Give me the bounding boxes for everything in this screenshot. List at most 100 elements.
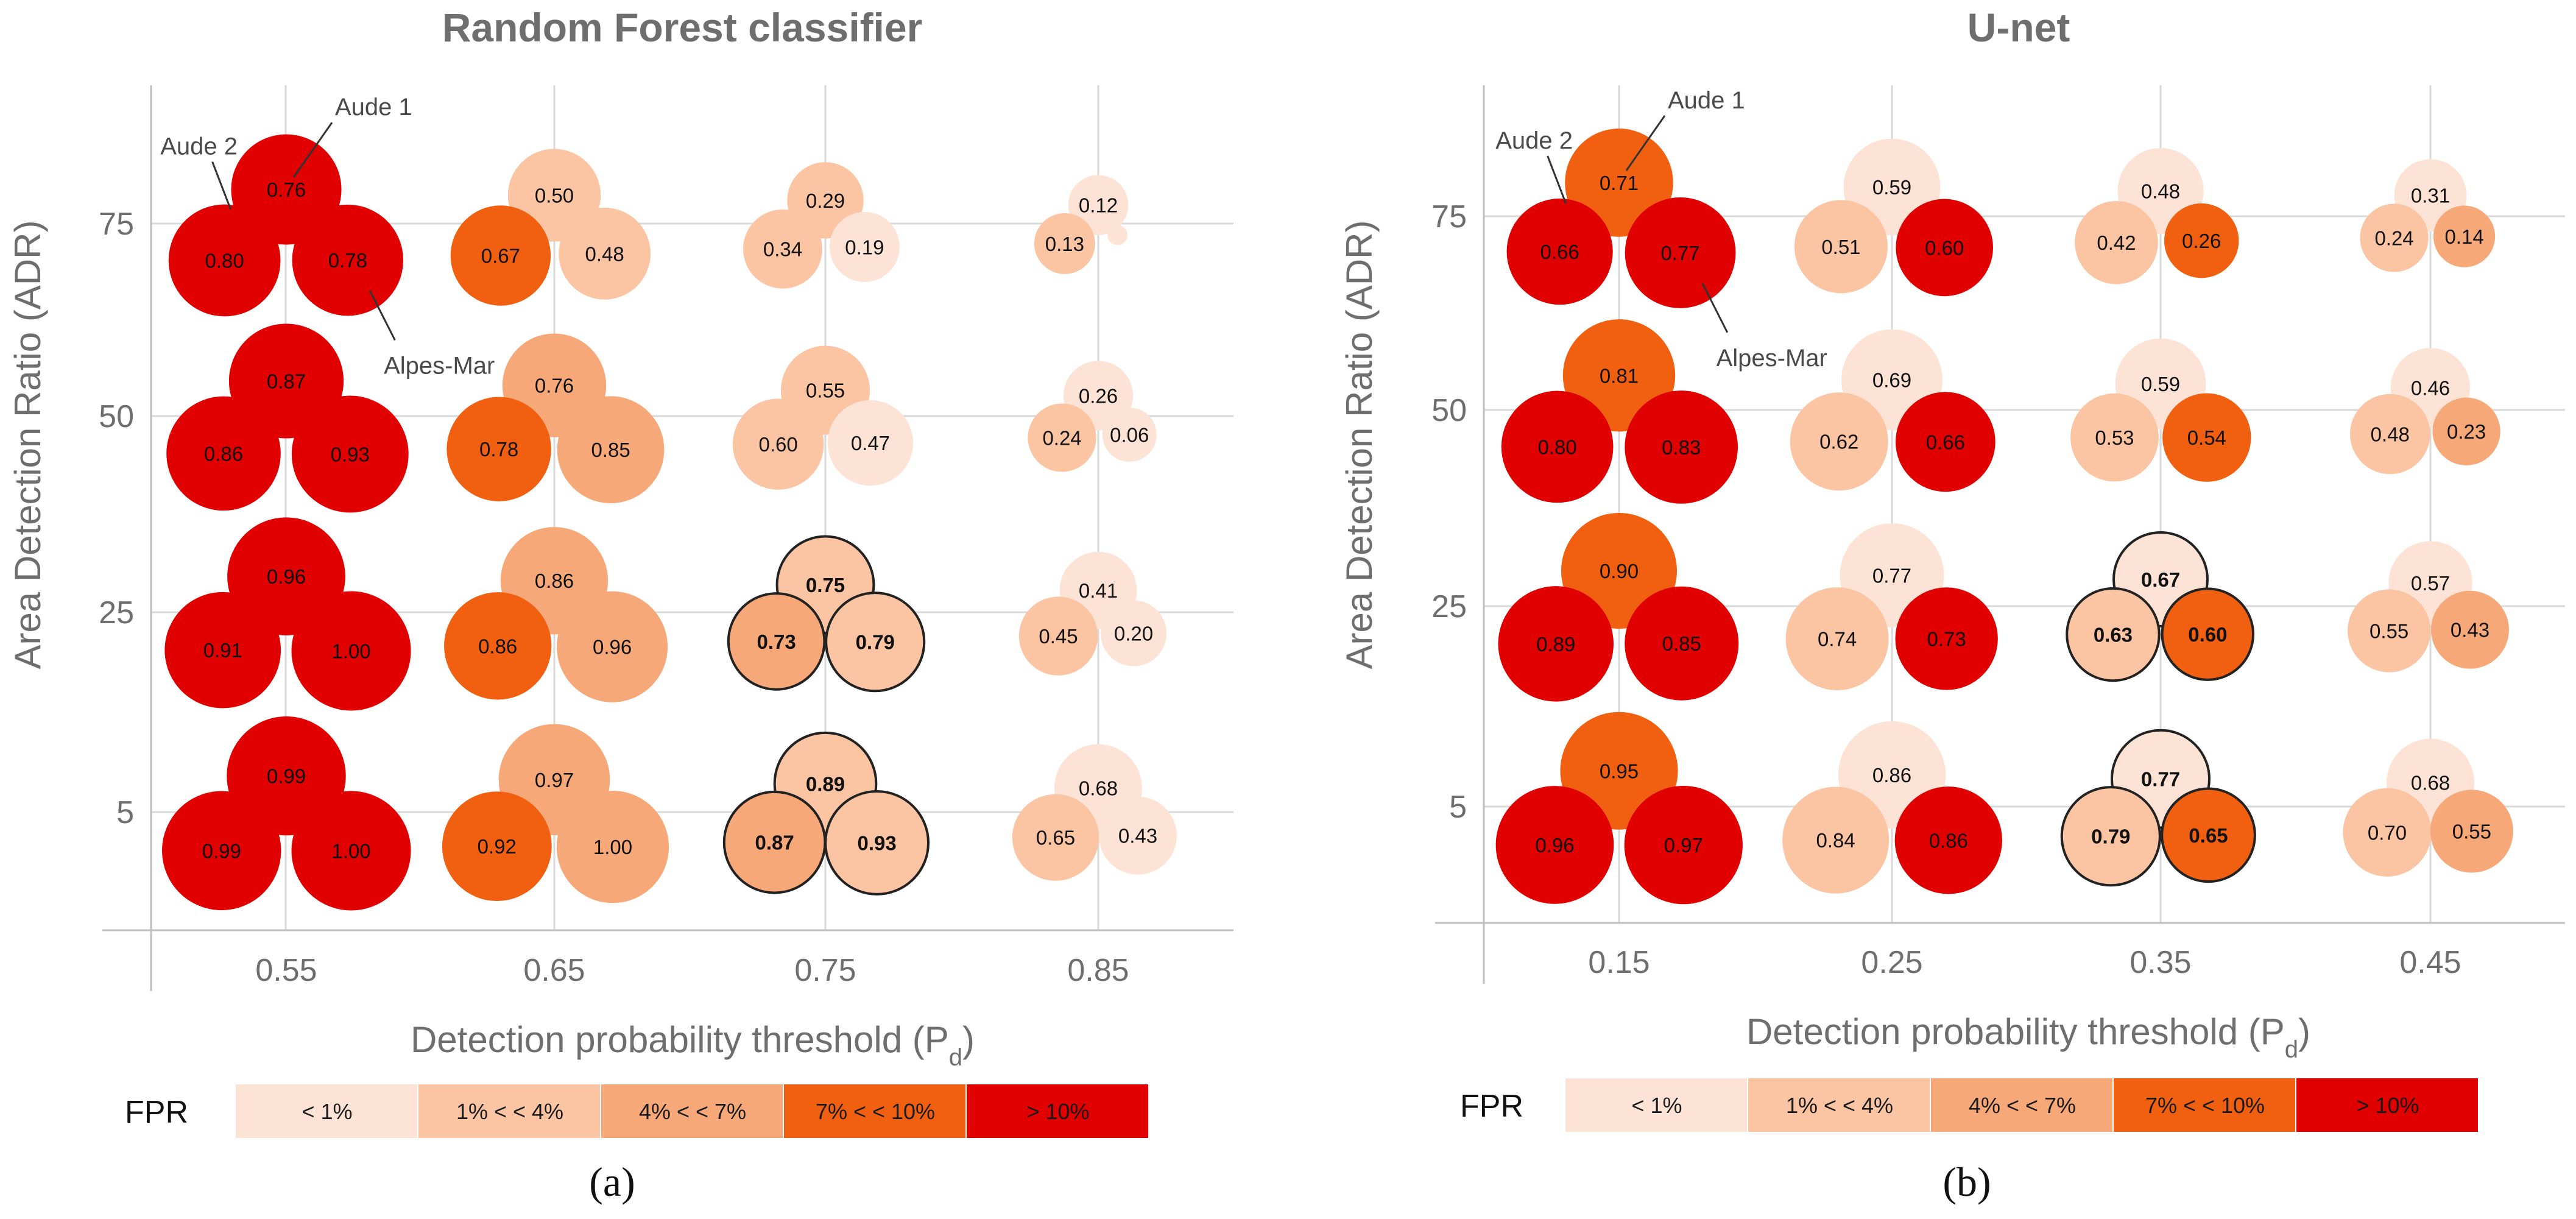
bubble-value-label: 0.70 (2368, 821, 2407, 844)
bubble-aude-2 (727, 592, 826, 691)
bubble-alpes-mar (1895, 587, 1998, 690)
panel-label: (a) (589, 1159, 635, 1205)
x-tick-label: 0.35 (2130, 945, 2191, 980)
bubble-aude-2 (2070, 393, 2159, 482)
bubble-value-label: 0.65 (2189, 824, 2228, 847)
bubble-value-label: 1.00 (331, 840, 370, 863)
bubble-value-label: 0.20 (1114, 623, 1153, 645)
bubble-value-label: 0.73 (757, 631, 796, 653)
bubble-value-label: 0.96 (1535, 834, 1574, 857)
bubble-value-label: 0.45 (1039, 625, 1078, 648)
bubble-aude-2 (2060, 786, 2161, 887)
bubble-value-label: 0.99 (202, 839, 241, 862)
annotation-leader-line (369, 290, 396, 341)
bubble-value-label: 0.96 (593, 636, 632, 659)
bubble-value-label: 0.86 (1872, 764, 1911, 786)
bubble-aude-2 (442, 791, 552, 902)
bubble-alpes-mar (829, 211, 900, 282)
legend-item-label: 1% < < 4% (456, 1099, 563, 1124)
bubble-aude-2 (1495, 786, 1614, 904)
bubble-value-label: 0.68 (1079, 777, 1118, 800)
bubble-value-label: 1.00 (331, 640, 370, 663)
bubble-aude-2 (1501, 390, 1614, 503)
bubble-value-label: 0.66 (1926, 431, 1965, 453)
bubble-alpes-mar (2430, 790, 2513, 873)
bubble-value-label: 0.48 (2141, 180, 2180, 203)
bubble-alpes-mar (1896, 199, 1994, 297)
bubble-aude-2 (1794, 200, 1888, 294)
bubble-value-label: 0.84 (1816, 829, 1855, 852)
bubble-aude-2 (2075, 200, 2158, 284)
bubble-value-label: 0.87 (755, 832, 794, 854)
bubble-alpes-mar (291, 395, 409, 513)
bubble-aude-2 (450, 205, 551, 306)
legend-swatch (2114, 1078, 2295, 1132)
bubble-value-label: 0.69 (1872, 369, 1911, 392)
bubble-value-label: 0.12 (1079, 194, 1118, 217)
bubble-value-label: 0.55 (2370, 620, 2408, 642)
bubble-value-label: 0.77 (2141, 768, 2180, 791)
bubble-value-label: 0.26 (1079, 384, 1118, 407)
bubble-value-label: 0.41 (1079, 579, 1118, 602)
annotation-aude-2: Aude 2 (160, 133, 238, 160)
x-tick-label: 0.75 (794, 953, 856, 988)
bubble-value-label: 0.71 (1600, 172, 1639, 194)
panel-b-chart: U-net 75 50 25 5 0.15 0.25 0.35 0.45 Area Detecti… (1339, 5, 2565, 1205)
bubble-value-label: 0.24 (1042, 426, 1081, 449)
bubble-alpes-mar (1098, 796, 1177, 875)
bubble-value-label: 0.87 (267, 370, 306, 392)
annotation-aude-2: Aude 2 (1495, 127, 1573, 154)
bubble-value-label: 0.99 (267, 765, 306, 788)
bubble-value-label: 0.79 (2091, 825, 2130, 848)
chart-title: Random Forest classifier (442, 5, 923, 50)
bubble-value-label: 0.31 (2411, 185, 2450, 207)
bubble-value-label: 0.46 (2411, 376, 2450, 399)
bubble-value-label: 0.96 (267, 565, 306, 588)
x-axis-label: Detection probability threshold (Pd) (1746, 1011, 2310, 1063)
bubble-alpes-mar (1895, 392, 1996, 492)
bubble-alpes-mar (2162, 393, 2251, 482)
bubble-value-label: 0.89 (1536, 633, 1575, 655)
bubble-alpes-mar (1625, 586, 1739, 701)
y-tick-label: 50 (99, 399, 134, 434)
bubble-alpes-mar (827, 400, 914, 486)
panel-a-chart: Random Forest classifier 75 50 25 5 0.55 0.65 0… (7, 5, 1233, 1205)
legend-swatch (1565, 1078, 1747, 1132)
y-axis-label: Area Detection Ratio (ADR) (7, 221, 48, 670)
legend-swatch (2296, 1078, 2478, 1132)
annotation-leader-line (1547, 155, 1567, 204)
bubble-value-label: 0.67 (2141, 568, 2180, 591)
bubble-value-label: 0.76 (535, 375, 574, 397)
bubble-value-label: 0.60 (2188, 623, 2227, 646)
y-tick-label: 25 (99, 595, 134, 631)
bubble-aude-2 (1028, 403, 1096, 472)
bubble-value-label: 0.57 (2411, 572, 2450, 595)
bubble-alpes-mar (824, 790, 930, 896)
x-tick-label: 0.15 (1588, 945, 1650, 980)
bubble-value-label: 0.78 (479, 438, 518, 461)
legend-item-label: 4% < < 7% (639, 1099, 746, 1124)
bubble-alpes-mar (825, 592, 926, 693)
bubble-aude-2 (164, 592, 281, 708)
y-tick-label: 75 (99, 207, 134, 242)
bubble-alpes-mar (557, 591, 668, 702)
annotation-alpes-mar: Alpes-Mar (384, 352, 495, 379)
x-tick-label: 0.85 (1067, 953, 1129, 988)
bubble-value-label: 0.53 (2095, 426, 2134, 449)
bubble-aude-2 (1498, 586, 1614, 702)
bubble-aude-2 (1790, 392, 1888, 491)
annotation-leader-line (211, 161, 232, 210)
bubble-aude-2 (1506, 198, 1613, 305)
bubble-aude-2 (168, 204, 281, 317)
bubble-value-label: 0.67 (481, 245, 520, 267)
bubble-aude-2 (162, 791, 281, 911)
bubble-value-label: 0.74 (1818, 628, 1857, 651)
legend-swatch (601, 1084, 783, 1138)
bubble-value-label: 0.95 (1600, 760, 1639, 782)
bubble-value-label: 0.85 (591, 439, 630, 461)
annotation-aude-1: Aude 1 (335, 94, 412, 121)
bubble-alpes-mar (1100, 600, 1167, 666)
bubble-value-label: 0.43 (1118, 825, 1157, 847)
legend-item-label: > 10% (1026, 1099, 1089, 1124)
bubble-value-label: 0.68 (2411, 772, 2450, 794)
